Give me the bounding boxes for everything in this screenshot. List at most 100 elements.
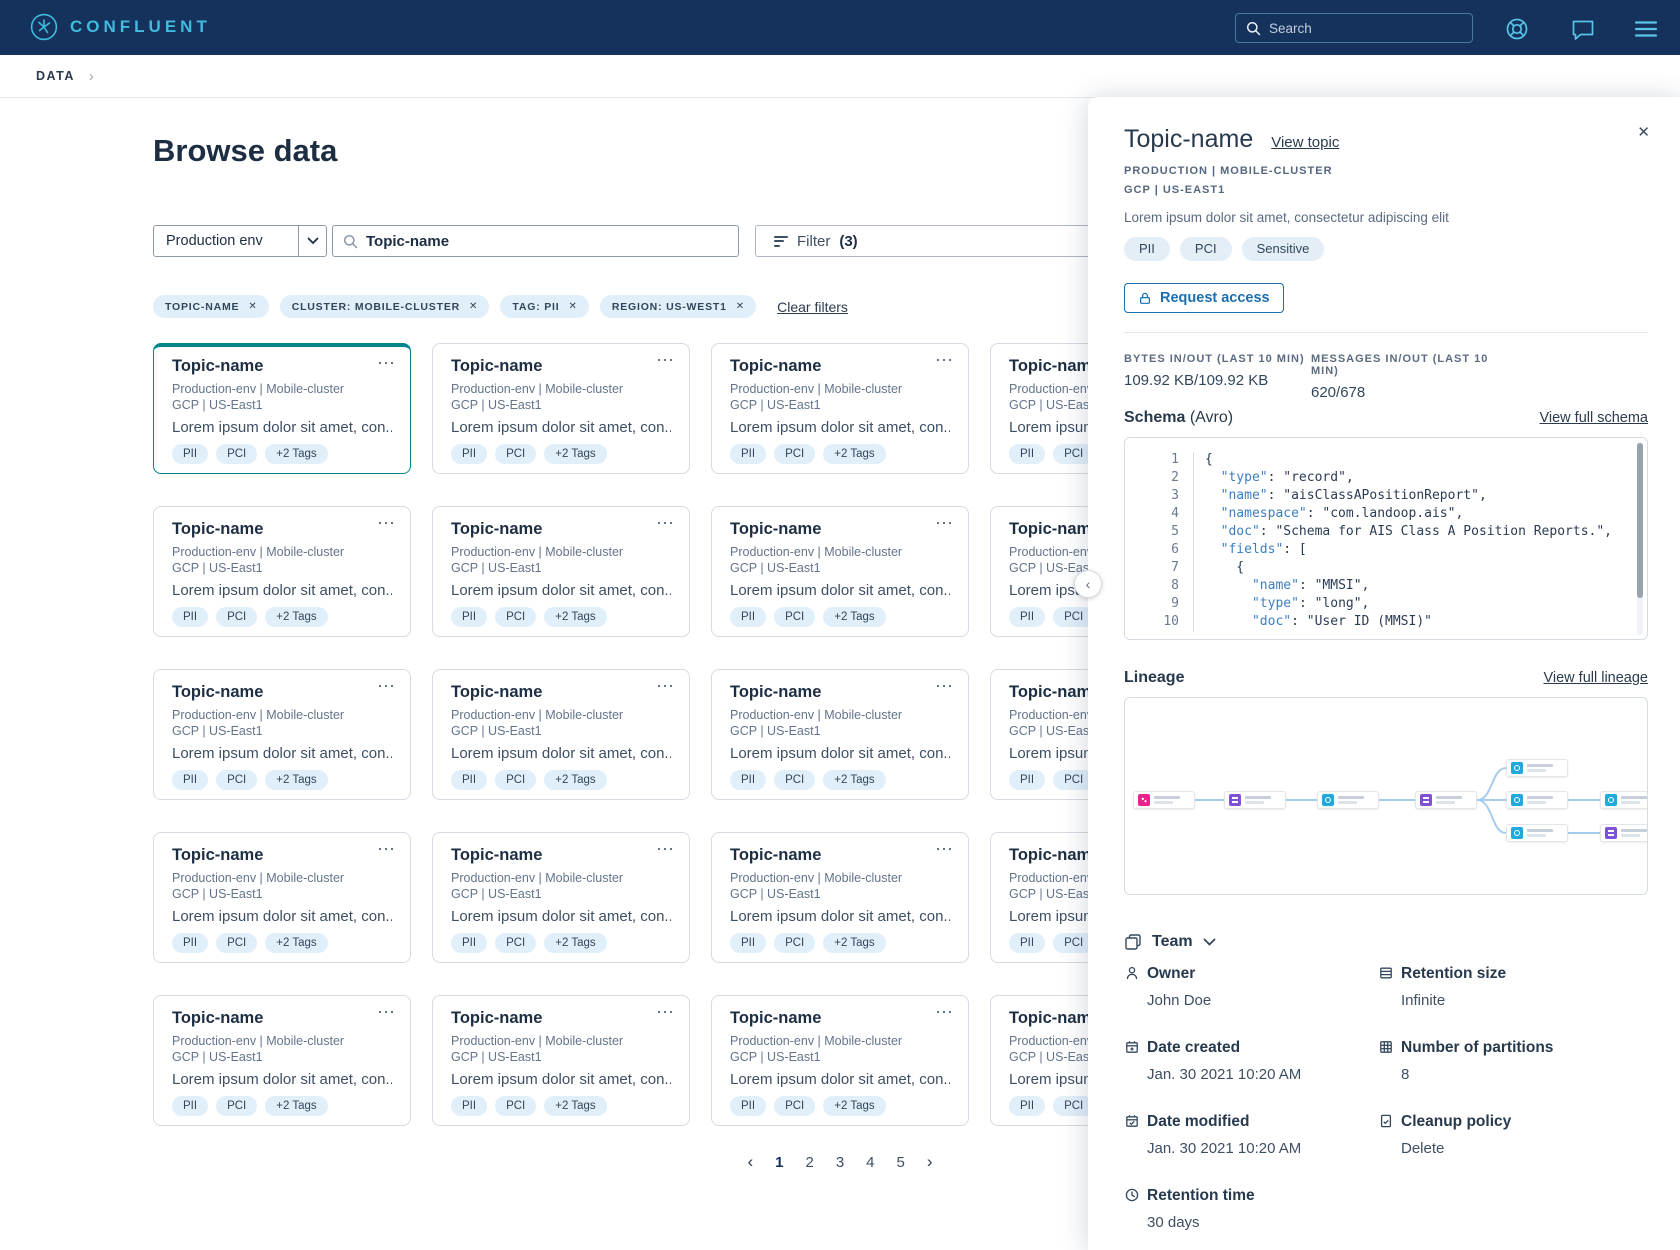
topic-card[interactable]: Topic-name ⋯ Production-env | Mobile-clust…: [153, 832, 411, 963]
kebab-menu-icon[interactable]: ⋯: [935, 350, 954, 370]
filter-count: (3): [839, 232, 858, 250]
topic-card-env: Production-env | Mobile-cluster: [451, 708, 624, 722]
filter-chip[interactable]: TOPIC-NAME ✕: [153, 295, 269, 318]
page-number[interactable]: 4: [866, 1153, 875, 1171]
lineage-node[interactable]: [1133, 791, 1195, 809]
kebab-menu-icon[interactable]: ⋯: [935, 513, 954, 533]
kebab-menu-icon[interactable]: ⋯: [377, 676, 396, 696]
tag-pill: PCI: [1053, 444, 1095, 464]
lineage-node[interactable]: [1506, 791, 1568, 809]
page-number[interactable]: 2: [805, 1153, 814, 1171]
schema-code-block: 1{2 "type": "record", 3 "name": "aisClass…: [1124, 437, 1648, 640]
chevron-left-icon[interactable]: ‹: [747, 1152, 754, 1171]
global-search-input[interactable]: [1269, 20, 1449, 36]
global-search[interactable]: [1235, 13, 1473, 43]
filter-chip[interactable]: REGION: US-WEST1 ✕: [599, 295, 757, 318]
kebab-menu-icon[interactable]: ⋯: [935, 1002, 954, 1022]
detail-field: Retention size Infinite: [1378, 965, 1632, 1009]
lineage-node[interactable]: [1506, 759, 1568, 777]
chevron-down-icon[interactable]: [298, 226, 326, 256]
panel-collapse-button[interactable]: ‹: [1074, 570, 1102, 598]
topic-card[interactable]: Topic-name ⋯ Production-env | Mobile-clust…: [153, 343, 411, 474]
environment-select[interactable]: Production env: [153, 225, 327, 257]
kebab-menu-icon[interactable]: ⋯: [656, 839, 675, 859]
topic-card-tags: PII PCI +2 Tags: [730, 444, 950, 464]
page-number[interactable]: 1: [775, 1153, 784, 1171]
kebab-menu-icon[interactable]: ⋯: [377, 353, 396, 373]
chat-icon[interactable]: [1570, 16, 1596, 42]
close-icon[interactable]: ✕: [1637, 124, 1650, 141]
topic-card[interactable]: Topic-name ⋯ Production-env | Mobile-clust…: [432, 669, 690, 800]
remove-chip-icon[interactable]: ✕: [248, 301, 257, 312]
topic-card[interactable]: Topic-name ⋯ Production-env | Mobile-clust…: [432, 832, 690, 963]
kebab-menu-icon[interactable]: ⋯: [377, 513, 396, 533]
topic-search-input[interactable]: [366, 232, 716, 250]
remove-chip-icon[interactable]: ✕: [568, 301, 577, 312]
page-number[interactable]: 5: [896, 1153, 905, 1171]
view-topic-link[interactable]: View topic: [1271, 134, 1340, 151]
kebab-menu-icon[interactable]: ⋯: [656, 676, 675, 696]
confluent-logo[interactable]: CONFLUENT: [30, 13, 211, 41]
kebab-menu-icon[interactable]: ⋯: [656, 513, 675, 533]
filter-button[interactable]: Filter (3): [755, 225, 1110, 257]
menu-icon[interactable]: [1633, 16, 1659, 42]
page-number[interactable]: 3: [835, 1153, 845, 1171]
help-icon[interactable]: [1504, 16, 1530, 42]
topic-card[interactable]: Topic-name ⋯ Production-env | Mobile-clust…: [153, 506, 411, 637]
detail-field: Owner John Doe: [1124, 965, 1378, 1009]
topic-card[interactable]: Topic-name ⋯ Production-env | Mobile-clust…: [153, 669, 411, 800]
topic-card[interactable]: Topic-name ⋯ Production-env | Mobile-clust…: [711, 669, 969, 800]
filter-chip[interactable]: TAG: PII ✕: [500, 295, 589, 318]
topic-search-field[interactable]: [332, 225, 739, 257]
lineage-node[interactable]: [1415, 791, 1477, 809]
kebab-menu-icon[interactable]: ⋯: [935, 839, 954, 859]
topic-card[interactable]: Topic-name ⋯ Production-env | Mobile-clust…: [711, 506, 969, 637]
view-full-schema-link[interactable]: View full schema: [1539, 410, 1648, 426]
lineage-node-icon: [1322, 794, 1334, 806]
chevron-right-icon[interactable]: ›: [926, 1152, 933, 1171]
scrollbar-thumb[interactable]: [1637, 443, 1643, 598]
filter-chip-label: TOPIC-NAME: [165, 300, 240, 313]
view-full-lineage-link[interactable]: View full lineage: [1543, 670, 1648, 686]
topic-card[interactable]: Topic-name ⋯ Production-env | Mobile-clust…: [432, 506, 690, 637]
lineage-node-label: [1527, 796, 1553, 804]
topic-card[interactable]: Topic-name ⋯ Production-env | Mobile-clust…: [711, 832, 969, 963]
line-number: 3: [1171, 488, 1179, 503]
remove-chip-icon[interactable]: ✕: [469, 301, 478, 312]
lineage-node[interactable]: [1224, 791, 1286, 809]
lineage-node[interactable]: [1600, 824, 1647, 842]
search-icon: [1246, 21, 1261, 35]
remove-chip-icon[interactable]: ✕: [735, 301, 745, 312]
lineage-node[interactable]: [1317, 791, 1379, 809]
kebab-menu-icon[interactable]: ⋯: [377, 1002, 396, 1022]
kebab-menu-icon[interactable]: ⋯: [656, 1002, 675, 1022]
topic-card-tags: PII PCI +2 Tags: [172, 770, 392, 790]
topic-detail-panel: ✕ Topic-name View topic PRODUCTION | MOB…: [1088, 97, 1680, 1250]
filter-chip-label: TAG: PII: [512, 300, 560, 313]
topic-card[interactable]: Topic-name ⋯ Production-env | Mobile-clust…: [711, 995, 969, 1126]
topic-card[interactable]: Topic-name ⋯ Production-env | Mobile-clust…: [153, 995, 411, 1126]
breadcrumb-data[interactable]: DATA: [36, 69, 75, 83]
kebab-menu-icon[interactable]: ⋯: [935, 676, 954, 696]
tag-pill: PII: [451, 1096, 488, 1116]
topic-card[interactable]: Topic-name ⋯ Production-env | Mobile-clust…: [432, 343, 690, 474]
topic-card[interactable]: Topic-name ⋯ Production-env | Mobile-clust…: [711, 343, 969, 474]
tag-pill: PCI: [495, 933, 537, 953]
kebab-menu-icon[interactable]: ⋯: [656, 350, 675, 370]
tag-pill: PII: [730, 770, 767, 790]
team-section-header[interactable]: Team: [1124, 933, 1216, 951]
clear-filters-link[interactable]: Clear filters: [777, 298, 848, 315]
request-access-button[interactable]: Request access: [1124, 283, 1284, 313]
lineage-node[interactable]: [1506, 824, 1568, 842]
lineage-node-icon: [1605, 827, 1617, 839]
topic-card-description: Lorem ipsum dolor sit amet, con...: [730, 1071, 950, 1088]
lineage-node[interactable]: [1600, 791, 1647, 809]
tag-pill: PII: [172, 933, 209, 953]
filter-chip[interactable]: CLUSTER: MOBILE-CLUSTER ✕: [279, 295, 490, 318]
tag-pill: PCI: [1053, 607, 1095, 627]
page-title: Browse data: [153, 133, 338, 168]
chevron-down-icon: [1203, 938, 1216, 946]
topic-card[interactable]: Topic-name ⋯ Production-env | Mobile-clust…: [432, 995, 690, 1126]
kebab-menu-icon[interactable]: ⋯: [377, 839, 396, 859]
topic-card-tags: PII PCI +2 Tags: [451, 770, 671, 790]
